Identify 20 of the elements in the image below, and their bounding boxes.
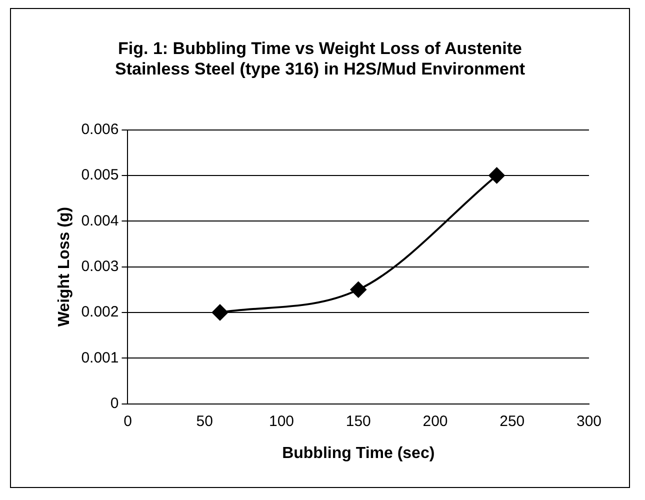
point	[212, 304, 228, 320]
x-tick-label: 250	[500, 412, 525, 430]
y-tick-label: 0.006	[81, 120, 119, 138]
y-tick-label: 0.001	[81, 349, 119, 366]
y-axis-title: Weight Loss (g)	[56, 206, 74, 327]
x-tick-label: 0	[124, 412, 132, 430]
x-tick-label: 50	[196, 412, 213, 430]
x-axis-title: Bubbling Time (sec)	[282, 444, 435, 462]
point	[350, 282, 366, 298]
x-tick-label: 200	[422, 412, 448, 430]
chart-title: Fig. 1: Bubbling Time vs Weight Loss of Austenite Stainless Steel (type 316) in H2S/Mud Environment	[115, 38, 526, 78]
y-tick-label: 0	[110, 394, 119, 412]
point	[488, 167, 505, 184]
y-tick-label: 0.003	[81, 258, 119, 275]
y-tick-label: 0.002	[81, 304, 119, 321]
x-tick-label: 150	[346, 412, 371, 430]
y-tick-label: 0.004	[81, 212, 119, 230]
x-tick-label: 300	[576, 412, 602, 430]
y-tick-label: 0.005	[81, 166, 119, 184]
x-tick-label: 100	[268, 412, 294, 430]
